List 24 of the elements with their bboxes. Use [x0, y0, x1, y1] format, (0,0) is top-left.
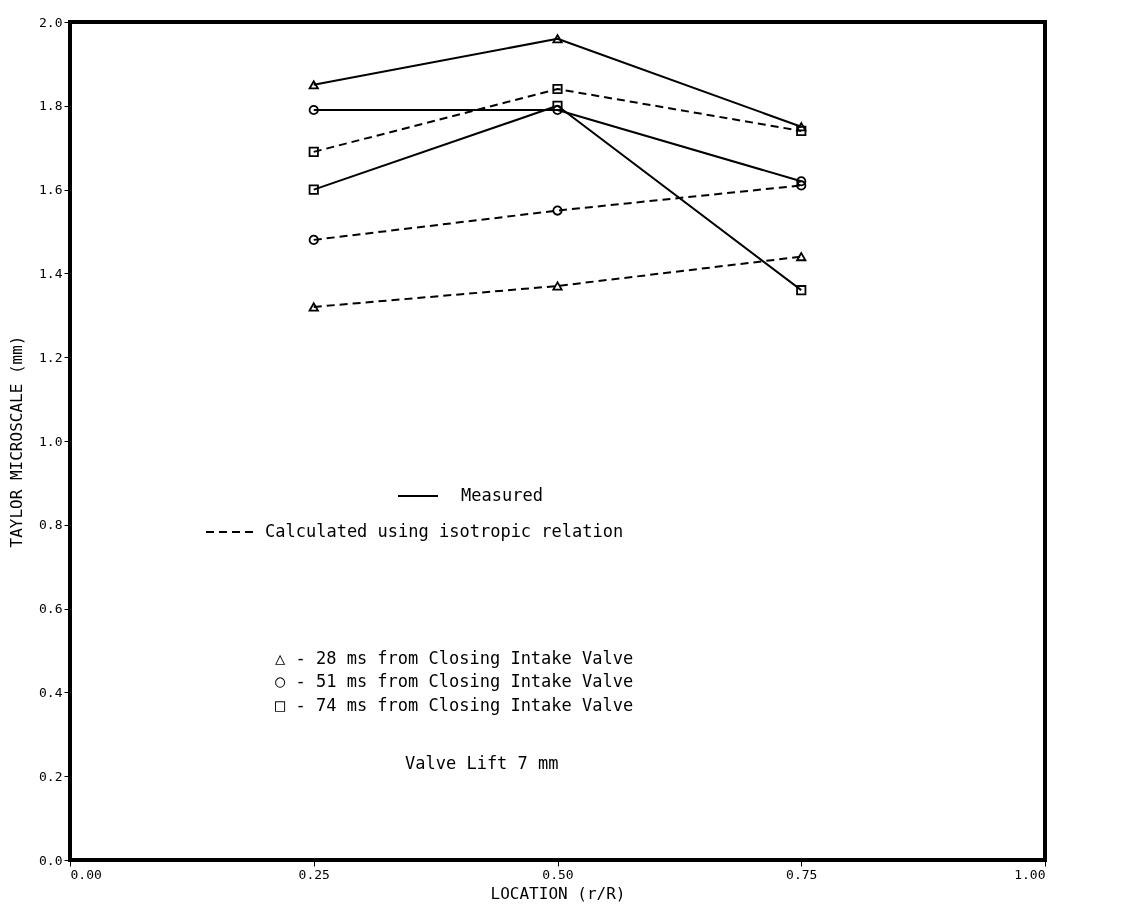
y-tick-label: 1.8: [39, 98, 63, 114]
y-tick-label: 1.4: [39, 265, 63, 281]
annotation: □ - 74 ms from Closing Intake Valve: [275, 695, 634, 715]
y-tick-label: 0.0: [39, 852, 63, 868]
y-tick-label: 0.4: [39, 684, 63, 700]
annotation: Valve Lift 7 mm: [405, 753, 559, 773]
x-tick-label: 0.75: [786, 866, 818, 882]
y-tick-label: 1.2: [39, 349, 63, 365]
y-tick-label: 1.6: [39, 182, 63, 198]
y-axis-title: TAYLOR MICROSCALE (mm): [7, 335, 27, 548]
y-tick-label: 0.2: [39, 768, 63, 784]
x-tick-label: 1.00: [1014, 866, 1046, 882]
x-tick-label: 0.25: [298, 866, 330, 882]
annotation: ○ - 51 ms from Closing Intake Valve: [275, 671, 634, 691]
y-tick-label: 1.0: [39, 433, 63, 449]
x-axis-title: LOCATION (r/R): [490, 883, 626, 903]
y-tick-label: 0.8: [39, 517, 63, 533]
y-tick-label: 2.0: [39, 14, 63, 30]
x-tick-label: 0.50: [542, 866, 574, 882]
y-tick-label: 0.6: [39, 601, 63, 617]
annotation: Calculated using isotropic relation: [265, 521, 624, 541]
x-tick-label: 0.00: [70, 866, 102, 882]
annotation: Measured: [461, 485, 543, 505]
annotation: △ - 28 ms from Closing Intake Valve: [275, 648, 634, 668]
